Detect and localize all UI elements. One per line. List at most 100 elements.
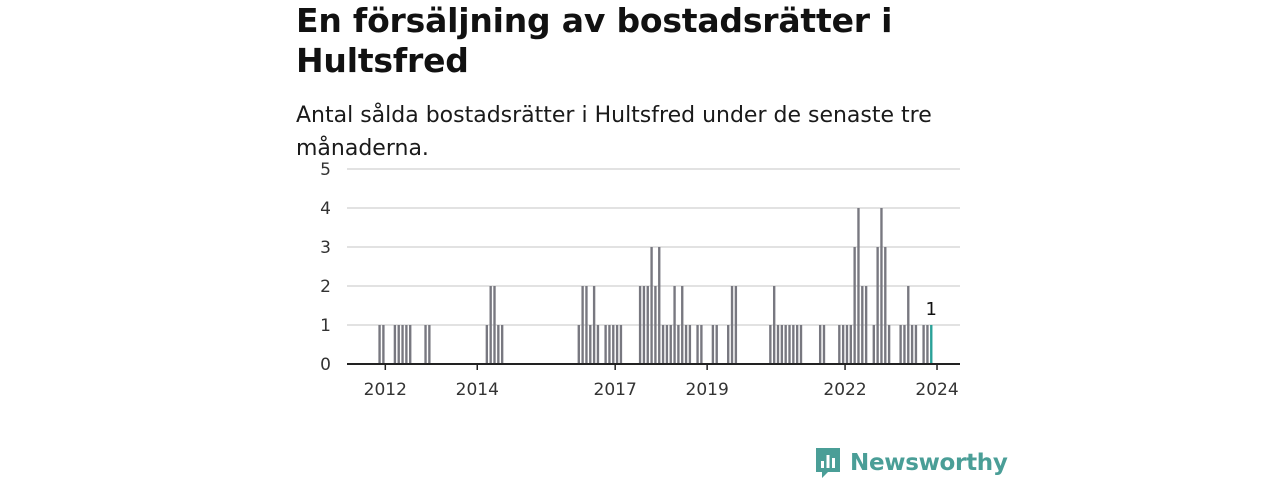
bar <box>409 325 412 364</box>
bar <box>784 325 787 364</box>
bar <box>903 325 906 364</box>
bar <box>711 325 715 364</box>
bar <box>489 286 492 364</box>
bar <box>857 208 860 364</box>
bar <box>772 286 776 364</box>
bar <box>864 286 868 364</box>
bar <box>500 325 504 364</box>
bar <box>619 325 623 364</box>
newsworthy-logo: Newsworthy <box>814 446 1008 480</box>
bar <box>715 325 718 364</box>
bar <box>914 325 918 364</box>
bar <box>926 325 929 364</box>
x-tick-label: 2024 <box>915 380 958 400</box>
bar <box>788 325 791 364</box>
bar <box>730 286 734 364</box>
bar <box>585 286 588 364</box>
bar <box>884 247 887 364</box>
bar <box>650 247 653 364</box>
bar <box>669 325 672 364</box>
bar <box>907 286 910 364</box>
bar <box>681 286 684 364</box>
bar <box>734 286 738 364</box>
bar <box>780 325 784 364</box>
bar <box>405 325 408 364</box>
bar <box>696 325 699 364</box>
y-tick-label: 5 <box>320 160 331 180</box>
y-tick-label: 4 <box>320 199 331 219</box>
bar <box>393 325 397 364</box>
bar <box>799 325 803 364</box>
y-tick-label: 1 <box>320 316 331 336</box>
bar <box>795 325 799 364</box>
bar <box>688 325 692 364</box>
bar <box>887 325 891 364</box>
annotations: 1 <box>926 299 937 320</box>
bar <box>822 325 826 364</box>
bar <box>654 286 657 364</box>
bar <box>596 325 600 364</box>
bar <box>493 286 496 364</box>
bar <box>612 325 615 364</box>
y-axis-ticks: 0 1 2 3 4 5 <box>320 160 331 375</box>
highlight-data-label: 1 <box>926 299 937 320</box>
bar <box>845 325 849 364</box>
bar <box>880 208 883 364</box>
bar <box>665 325 669 364</box>
bar <box>876 247 879 364</box>
bar <box>661 325 665 364</box>
brand-name: Newsworthy <box>850 450 1008 476</box>
x-tick-label: 2012 <box>364 380 407 400</box>
bar <box>841 325 845 364</box>
bar <box>604 325 607 364</box>
bar <box>684 325 688 364</box>
bar <box>428 325 431 364</box>
bar <box>922 325 925 364</box>
bar <box>589 325 592 364</box>
bar <box>776 325 780 364</box>
bar <box>592 286 596 364</box>
bar <box>838 325 841 364</box>
y-tick-label: 0 <box>320 355 331 375</box>
x-axis: 2012 2014 2017 2019 2022 2024 <box>347 363 960 400</box>
bar <box>658 247 661 364</box>
bar <box>910 325 914 364</box>
highlight-bar <box>930 325 933 364</box>
bars <box>378 208 933 364</box>
bar <box>608 325 611 364</box>
bar <box>818 325 822 364</box>
bar <box>378 325 381 364</box>
bar <box>642 286 646 364</box>
bar <box>424 325 427 364</box>
bar <box>700 325 703 364</box>
bar <box>646 286 649 364</box>
grid-lines <box>347 168 960 326</box>
x-tick-label: 2017 <box>594 380 637 400</box>
bar <box>727 325 730 364</box>
bar <box>615 325 619 364</box>
bar <box>677 325 680 364</box>
bar <box>485 325 489 364</box>
chart-title: En försäljning av bostadsrätter i Hultsf… <box>296 1 893 80</box>
y-tick-label: 3 <box>320 238 331 258</box>
bar <box>792 325 795 364</box>
bar-chart: 0 1 2 3 4 5 2012 2014 2017 2019 2022 2024 1 <box>320 160 960 400</box>
bar <box>673 286 676 364</box>
bar <box>849 325 852 364</box>
bar <box>401 325 404 364</box>
bar <box>497 325 500 364</box>
bar <box>769 325 772 364</box>
x-tick-label: 2014 <box>456 380 499 400</box>
bar <box>397 325 400 364</box>
bar <box>577 325 580 364</box>
bar <box>853 247 856 364</box>
y-tick-label: 2 <box>320 277 331 297</box>
x-tick-label: 2019 <box>686 380 729 400</box>
bar <box>899 325 902 364</box>
bar <box>872 325 875 364</box>
x-tick-label: 2022 <box>823 380 866 400</box>
bar <box>382 325 385 364</box>
bar <box>861 286 864 364</box>
bar <box>638 286 642 364</box>
chart-subtitle: Antal sålda bostadsrätter i Hultsfred un… <box>296 103 932 161</box>
